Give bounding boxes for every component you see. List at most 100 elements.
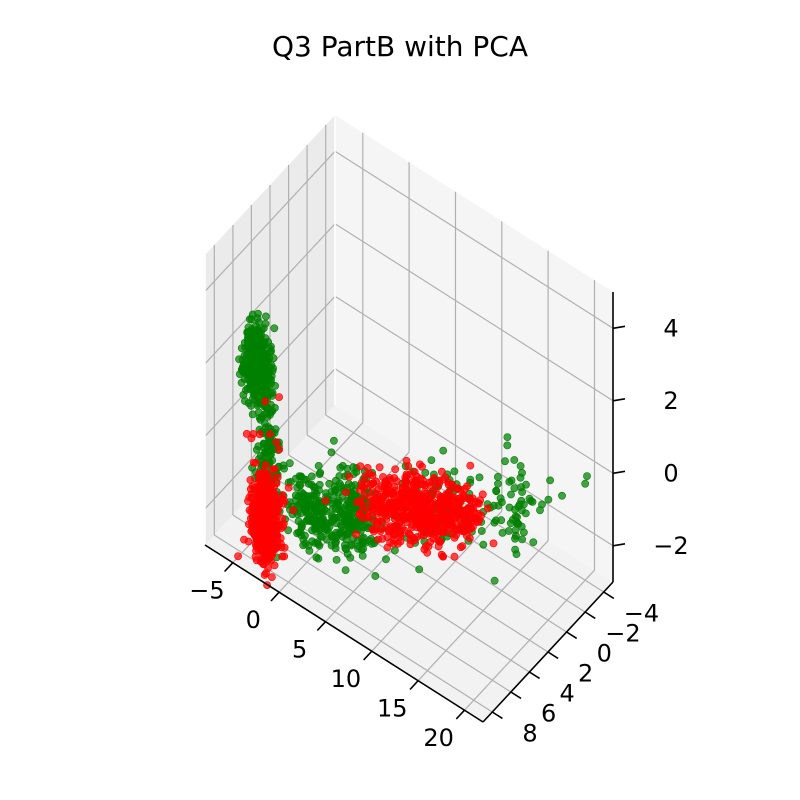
point-green: [509, 515, 517, 524]
point-red: [392, 477, 401, 486]
z-tick-mark: [612, 325, 626, 330]
point-green: [259, 439, 268, 448]
point-red: [413, 489, 422, 497]
point-green: [245, 315, 254, 324]
y-tick-mark: [491, 711, 503, 720]
x-tick-mark: [455, 709, 466, 720]
point-red: [380, 509, 389, 518]
point-green: [501, 457, 509, 466]
z-tick-label: 0: [663, 459, 678, 487]
point-red: [377, 517, 386, 526]
point-red: [405, 490, 413, 499]
point-red: [425, 510, 434, 519]
point-red: [273, 542, 282, 550]
point-green: [505, 503, 514, 512]
point-green: [338, 461, 347, 470]
point-green: [348, 521, 357, 529]
point-red: [473, 518, 482, 526]
point-red: [280, 496, 288, 505]
point-green: [479, 540, 488, 549]
point-red: [458, 542, 467, 550]
point-red: [403, 518, 411, 527]
point-green: [475, 473, 484, 482]
point-red: [356, 462, 365, 471]
point-red: [483, 504, 492, 513]
point-green: [517, 496, 526, 505]
point-green: [304, 541, 313, 550]
y-tick-label: 4: [560, 680, 575, 708]
x-tick-label: −5: [189, 577, 224, 605]
point-green: [279, 461, 288, 470]
point-red: [454, 484, 463, 493]
point-red: [264, 564, 272, 572]
point-green: [318, 507, 327, 516]
point-red: [234, 552, 242, 561]
point-red: [443, 520, 451, 529]
point-red: [395, 519, 404, 527]
point-red: [468, 494, 477, 503]
x-tick-label: 20: [423, 724, 454, 752]
grid-line-z-left: [204, 223, 336, 365]
point-green: [527, 497, 535, 505]
point-red: [433, 483, 442, 492]
grid-line-z-back: [334, 223, 614, 402]
point-green: [520, 528, 528, 537]
point-green: [268, 366, 277, 375]
point-red: [275, 393, 283, 401]
point-green: [518, 488, 526, 496]
point-green: [507, 490, 515, 499]
point-red: [420, 487, 429, 496]
point-green: [327, 517, 336, 526]
point-red: [266, 510, 275, 518]
z-tick-label: −2: [653, 532, 688, 560]
point-green: [536, 506, 544, 515]
point-green: [247, 370, 256, 379]
point-green: [261, 423, 270, 432]
point-green: [271, 381, 279, 390]
point-red: [247, 434, 256, 443]
point-green: [318, 532, 326, 541]
point-green: [510, 484, 519, 492]
point-red: [371, 494, 380, 503]
point-red: [265, 430, 274, 438]
point-red: [321, 496, 330, 505]
point-green: [256, 452, 265, 460]
chart-title: Q3 PartB with PCA: [272, 30, 528, 63]
point-green: [293, 483, 302, 492]
point-green: [359, 538, 367, 547]
point-green: [427, 456, 436, 464]
point-red: [369, 479, 378, 487]
point-red: [489, 539, 498, 548]
point-green: [267, 342, 275, 351]
z-tick-mark: [612, 470, 626, 475]
point-red: [389, 523, 398, 532]
point-red: [370, 516, 379, 525]
point-green: [254, 349, 263, 357]
scatter-points: [234, 309, 591, 589]
point-red: [389, 488, 398, 497]
point-red: [437, 527, 446, 536]
point-red: [418, 480, 426, 489]
point-green: [316, 468, 325, 477]
point-green: [512, 532, 520, 540]
grid-line-y-floor: [325, 414, 605, 593]
point-green: [270, 324, 279, 333]
point-red: [444, 480, 453, 489]
point-green: [516, 473, 525, 482]
point-green: [382, 555, 390, 564]
point-red: [270, 465, 279, 473]
point-green: [450, 467, 459, 476]
z-tick-label: 2: [663, 387, 678, 415]
point-green: [529, 538, 538, 547]
point-red: [459, 506, 468, 515]
point-red: [251, 552, 260, 561]
point-red: [365, 506, 374, 515]
point-green: [327, 448, 336, 457]
point-green: [346, 553, 355, 562]
point-green: [253, 332, 262, 340]
point-red: [275, 445, 284, 454]
point-red: [374, 535, 382, 544]
point-green: [248, 326, 257, 335]
point-green: [332, 556, 341, 564]
